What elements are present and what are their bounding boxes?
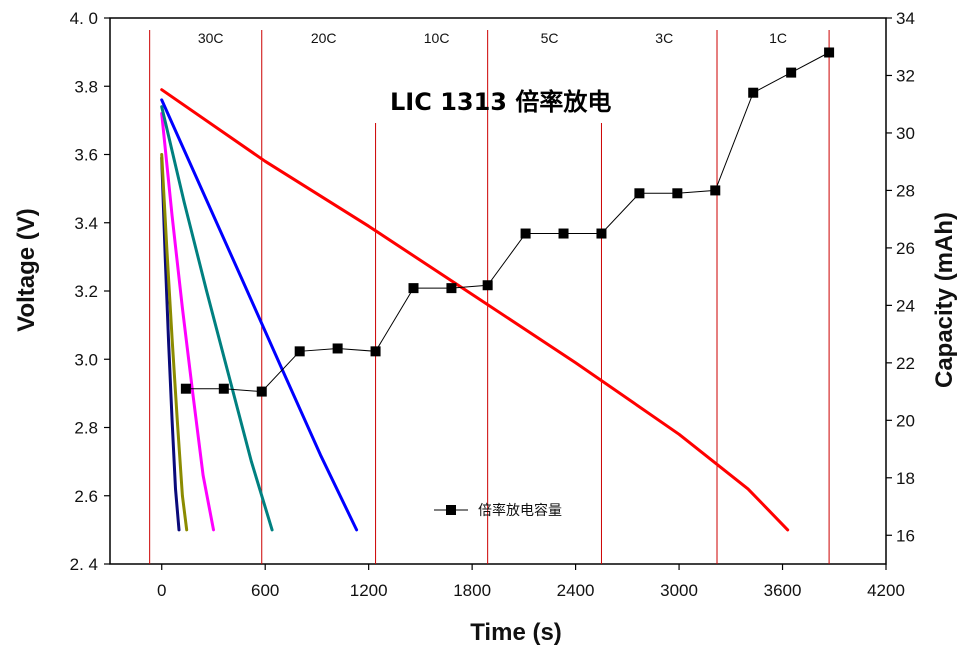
capacity-point [558, 228, 569, 239]
capacity-point [446, 283, 457, 294]
capacity-point [824, 47, 835, 58]
y2-tick-label: 30 [896, 124, 915, 143]
capacity-point [748, 87, 759, 98]
y2-tick-label: 28 [896, 181, 915, 200]
voltage-series [160, 88, 790, 532]
y-tick-label: 3.0 [74, 350, 98, 369]
rate-label: 20C [311, 30, 337, 46]
capacity-point [520, 228, 531, 239]
y-axis-ticks: 2. 4 2.6 2.8 3.0 3.2 3.4 3.6 3.8 4. 0 [70, 9, 110, 574]
x-tick-label: 600 [251, 581, 279, 600]
y2-tick-label: 32 [896, 66, 915, 85]
capacity-point [786, 67, 797, 78]
capacity-point [332, 343, 343, 354]
y-tick-label: 3.2 [74, 282, 98, 301]
y-tick-label: 3.8 [74, 77, 98, 96]
capacity-point [710, 185, 721, 196]
x-tick-label: 4200 [867, 581, 905, 600]
x-axis-ticks: 0 600 1200 1800 2400 3000 3600 4200 [157, 564, 905, 600]
rate-label: 30C [198, 30, 224, 46]
y2-tick-label: 26 [896, 239, 915, 258]
voltage-curve [160, 88, 790, 532]
y2-tick-label: 16 [896, 526, 915, 545]
capacity-point [218, 383, 229, 394]
voltage-curve [160, 156, 181, 532]
capacity-point [482, 280, 493, 291]
x-tick-label: 1200 [350, 581, 388, 600]
capacity-point [634, 188, 645, 199]
x-tick-label: 1800 [453, 581, 491, 600]
chart-title: LIC 1313 倍率放电 [390, 88, 611, 116]
rate-labels: 30C 20C 10C 5C 3C 1C [198, 30, 787, 46]
voltage-curve [160, 105, 274, 532]
capacity-line [185, 52, 830, 393]
legend-marker [446, 505, 456, 515]
voltage-curve [160, 98, 359, 532]
capacity-point [180, 383, 191, 394]
rate-label: 5C [541, 30, 559, 46]
capacity-point [596, 228, 607, 239]
y2-axis-title: Capacity (mAh) [931, 212, 958, 388]
y-tick-label: 3.4 [74, 214, 98, 233]
y2-tick-label: 20 [896, 411, 915, 430]
rate-label: 10C [424, 30, 450, 46]
y-tick-label: 2. 4 [70, 555, 98, 574]
legend-label: 倍率放电容量 [478, 502, 562, 519]
y2-axis-ticks: 16 18 20 22 24 26 28 30 32 34 [886, 9, 915, 545]
x-tick-label: 3000 [660, 581, 698, 600]
capacity-point [256, 386, 267, 397]
y2-tick-label: 24 [896, 296, 915, 315]
y2-tick-label: 22 [896, 354, 915, 373]
y-tick-label: 2.8 [74, 419, 98, 438]
rate-dividers [149, 30, 830, 564]
capacity-point [370, 346, 381, 357]
rate-label: 1C [769, 30, 787, 46]
y2-tick-label: 18 [896, 469, 915, 488]
y-tick-label: 4. 0 [70, 9, 98, 28]
capacity-series [180, 47, 835, 397]
capacity-point [672, 188, 683, 199]
y-tick-label: 3.6 [74, 146, 98, 165]
voltage-curve [160, 153, 189, 532]
x-tick-label: 0 [157, 581, 166, 600]
legend: 倍率放电容量 [434, 502, 562, 519]
rate-label: 3C [655, 30, 673, 46]
voltage-curve [160, 112, 215, 532]
y-axis-title: Voltage (V) [13, 208, 40, 332]
y-tick-label: 2.6 [74, 487, 98, 506]
capacity-point [294, 346, 305, 357]
x-tick-label: 3600 [764, 581, 802, 600]
y2-tick-label: 34 [896, 9, 915, 28]
x-tick-label: 2400 [557, 581, 595, 600]
x-axis-title: Time (s) [470, 619, 562, 646]
capacity-point [408, 283, 419, 294]
